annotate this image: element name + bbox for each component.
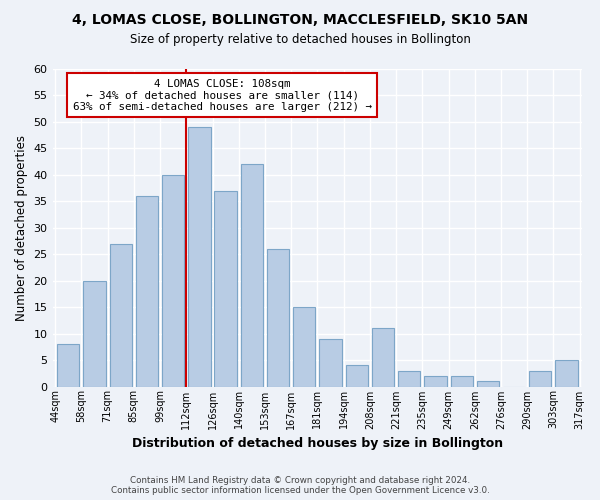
Bar [162,175,184,386]
Bar [556,360,578,386]
Bar [214,190,237,386]
Bar [293,307,316,386]
Text: Contains HM Land Registry data © Crown copyright and database right 2024.
Contai: Contains HM Land Registry data © Crown c… [110,476,490,495]
Bar [83,280,106,386]
Text: Size of property relative to detached houses in Bollington: Size of property relative to detached ho… [130,32,470,46]
Bar [136,196,158,386]
Bar [110,244,132,386]
Text: 4 LOMAS CLOSE: 108sqm
← 34% of detached houses are smaller (114)
63% of semi-det: 4 LOMAS CLOSE: 108sqm ← 34% of detached … [73,78,371,112]
Bar [57,344,79,387]
Bar [319,339,341,386]
Bar [188,127,211,386]
Y-axis label: Number of detached properties: Number of detached properties [15,135,28,321]
Bar [346,366,368,386]
Bar [424,376,446,386]
X-axis label: Distribution of detached houses by size in Bollington: Distribution of detached houses by size … [132,437,503,450]
Text: 4, LOMAS CLOSE, BOLLINGTON, MACCLESFIELD, SK10 5AN: 4, LOMAS CLOSE, BOLLINGTON, MACCLESFIELD… [72,12,528,26]
Bar [398,370,421,386]
Bar [241,164,263,386]
Bar [372,328,394,386]
Bar [267,249,289,386]
Bar [529,370,551,386]
Bar [477,381,499,386]
Bar [451,376,473,386]
